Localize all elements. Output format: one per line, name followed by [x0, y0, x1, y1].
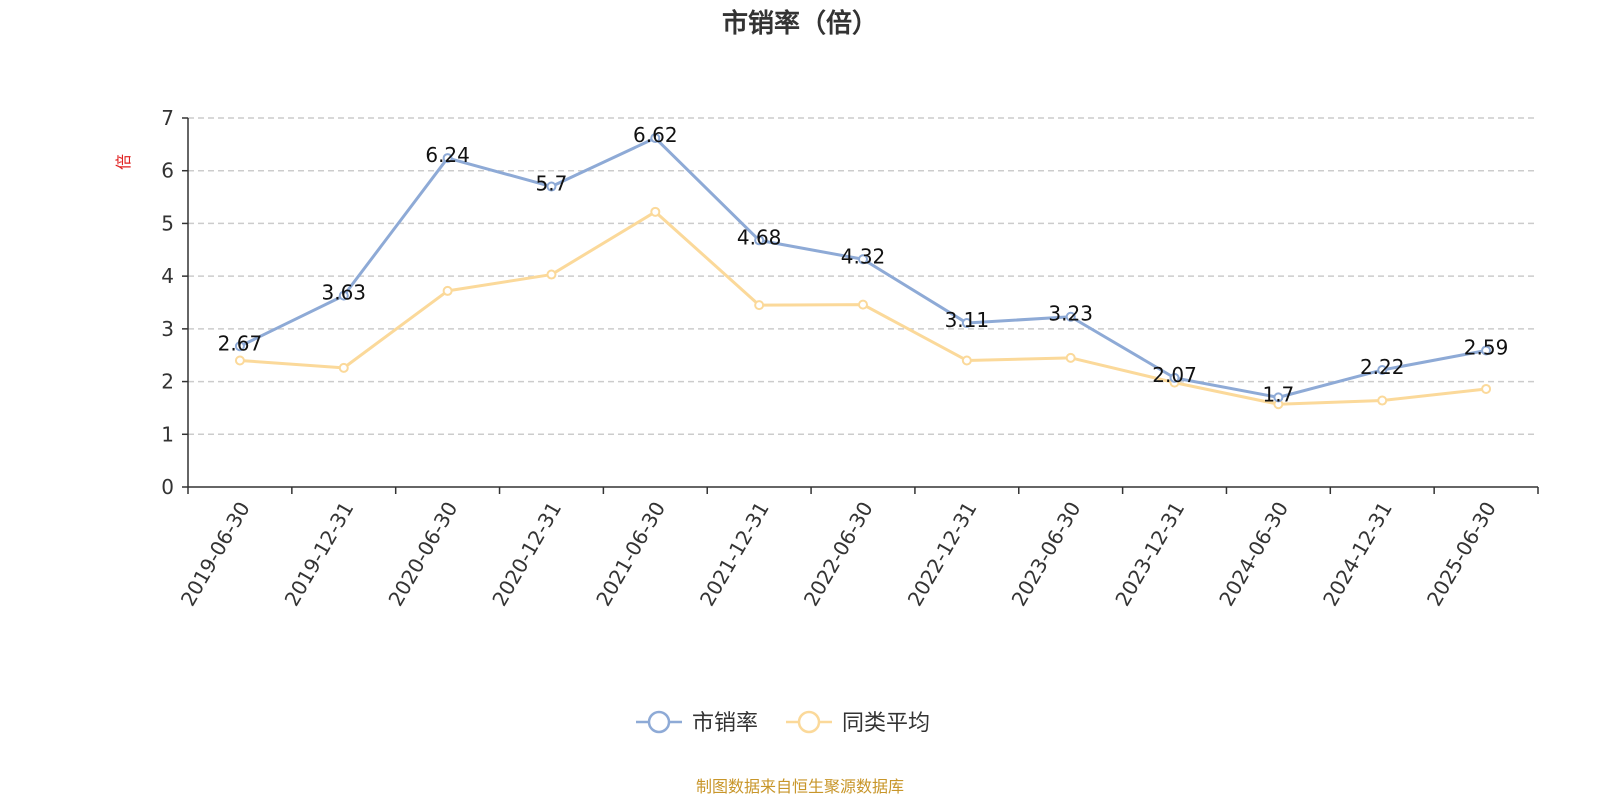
series-layer	[234, 133, 1492, 410]
legend-label: 同类平均	[842, 711, 930, 736]
grid-lines	[188, 117, 1538, 436]
x-tick-label: 2022-12-31	[903, 498, 982, 611]
legend-marker	[797, 710, 821, 734]
data-point	[234, 355, 245, 366]
data-point	[961, 318, 972, 329]
axes: 0 1 2 3 4 5 6 7 2019-06-30 2019-12-31 2020-06-30 20…	[161, 106, 1539, 611]
data-point	[338, 290, 349, 301]
data-label: 4.32	[841, 244, 886, 268]
x-tick-label: 2022-06-30	[799, 498, 878, 611]
data-labels: 2.67 3.63 6.24 5.7 6.62 4.68 4.32 3.11 3.23 2.07 1…	[218, 123, 1509, 406]
data-label: 2.07	[1152, 363, 1197, 387]
y-tick-label: 6	[161, 159, 174, 183]
legend-label: 市销率	[692, 711, 758, 736]
data-label: 4.68	[737, 225, 782, 249]
y-tick-label: 2	[161, 370, 174, 394]
data-point	[858, 254, 868, 265]
data-point	[546, 181, 557, 192]
y-axis-unit-label: 倍	[114, 154, 133, 170]
x-tick-label: 2023-12-31	[1110, 498, 1189, 611]
y-tick-label: 7	[161, 106, 174, 130]
data-label: 3.63	[322, 281, 367, 305]
x-tick-label: 2025-06-30	[1422, 498, 1501, 611]
data-point	[1481, 345, 1492, 356]
legend-item[interactable]: 市销率	[636, 710, 758, 736]
y-tick-label: 0	[161, 475, 174, 499]
data-label: 6.24	[425, 143, 470, 167]
x-tick-label: 2024-06-30	[1214, 498, 1293, 611]
legend-marker	[647, 710, 671, 734]
data-point	[442, 153, 453, 164]
x-tick-label: 2020-06-30	[383, 497, 462, 610]
data-label: 3.11	[945, 308, 990, 332]
data-point	[650, 206, 661, 217]
data-point	[858, 299, 868, 310]
data-point	[234, 341, 245, 352]
y-tick-label: 1	[161, 422, 174, 446]
data-point	[1065, 352, 1076, 363]
x-tick-label: 2024-12-31	[1318, 498, 1397, 611]
data-point	[1169, 372, 1180, 383]
data-label: 2.59	[1464, 335, 1509, 359]
data-point	[1377, 364, 1388, 375]
data-label: 2.67	[218, 331, 263, 355]
x-tick-label: 2021-06-30	[591, 498, 670, 611]
data-point	[961, 355, 972, 366]
data-point	[1377, 395, 1388, 406]
data-label: 3.23	[1048, 302, 1093, 326]
x-tick-label: 2021-12-31	[695, 498, 774, 611]
y-tick-label: 5	[161, 211, 174, 235]
data-label: 5.7	[536, 172, 568, 196]
y-tick-label: 3	[161, 317, 174, 341]
data-point	[1481, 383, 1492, 394]
data-label: 1.7	[1262, 382, 1294, 406]
data-label: 2.22	[1360, 355, 1405, 379]
legend[interactable]: 市销率 同类平均	[636, 710, 930, 736]
data-label: 6.62	[633, 123, 678, 147]
x-tick-label: 2019-06-30	[176, 498, 255, 611]
x-tick-label: 2019-12-31	[280, 498, 359, 611]
source-note: 制图数据来自恒生聚源数据库	[696, 777, 904, 796]
data-point	[650, 133, 661, 144]
data-point	[338, 362, 349, 373]
data-point	[754, 235, 765, 246]
x-tick-label: 2023-06-30	[1007, 498, 1086, 611]
legend-item[interactable]: 同类平均	[786, 710, 930, 736]
data-point	[1065, 311, 1076, 322]
chart-title: 市销率（倍）	[722, 8, 878, 39]
data-point	[442, 285, 453, 296]
x-tick-label: 2020-12-31	[487, 498, 566, 611]
data-point	[754, 300, 765, 311]
y-tick-label: 4	[161, 264, 174, 288]
data-point	[546, 269, 557, 280]
data-point	[1273, 392, 1284, 403]
